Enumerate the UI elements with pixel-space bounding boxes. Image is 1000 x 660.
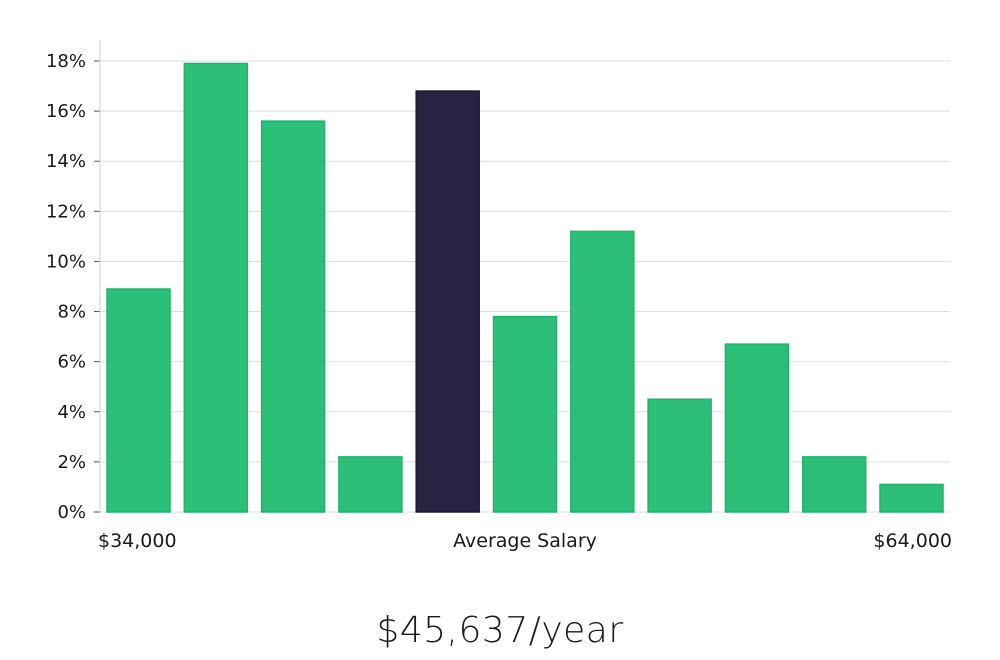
y-tick-label: 6% (57, 352, 86, 373)
bar (724, 343, 790, 513)
bar (106, 288, 171, 513)
y-tick-label: 12% (46, 201, 86, 222)
salary-histogram: 0% 2% 4% 6% 8% 10% 12% 14% 16% 18% $34,000 Averag… (46, 40, 952, 552)
y-tick-label: 18% (46, 51, 86, 72)
y-tick-label: 4% (57, 402, 86, 423)
bars (106, 62, 944, 513)
average-salary-value: $45,637/year (376, 610, 624, 651)
x-axis-title: Average Salary (453, 530, 597, 552)
bar (183, 62, 249, 513)
y-tick-label: 10% (46, 251, 86, 272)
bar (647, 398, 712, 513)
x-axis-start-label: $34,000 (98, 530, 177, 552)
bar (879, 483, 944, 513)
bar (260, 120, 326, 513)
y-tick-label: 16% (46, 101, 86, 122)
bar (801, 456, 867, 513)
x-axis-end-label: $64,000 (873, 530, 952, 552)
bar-highlighted (415, 90, 480, 513)
y-axis-ticks: 0% 2% 4% 6% 8% 10% 12% 14% 16% 18% (46, 51, 100, 523)
y-tick-label: 0% (57, 502, 86, 523)
bar (338, 456, 403, 513)
y-tick-label: 2% (57, 452, 86, 473)
bar (570, 230, 635, 513)
bar (492, 315, 558, 513)
y-tick-label: 8% (57, 302, 86, 323)
y-tick-label: 14% (46, 151, 86, 172)
